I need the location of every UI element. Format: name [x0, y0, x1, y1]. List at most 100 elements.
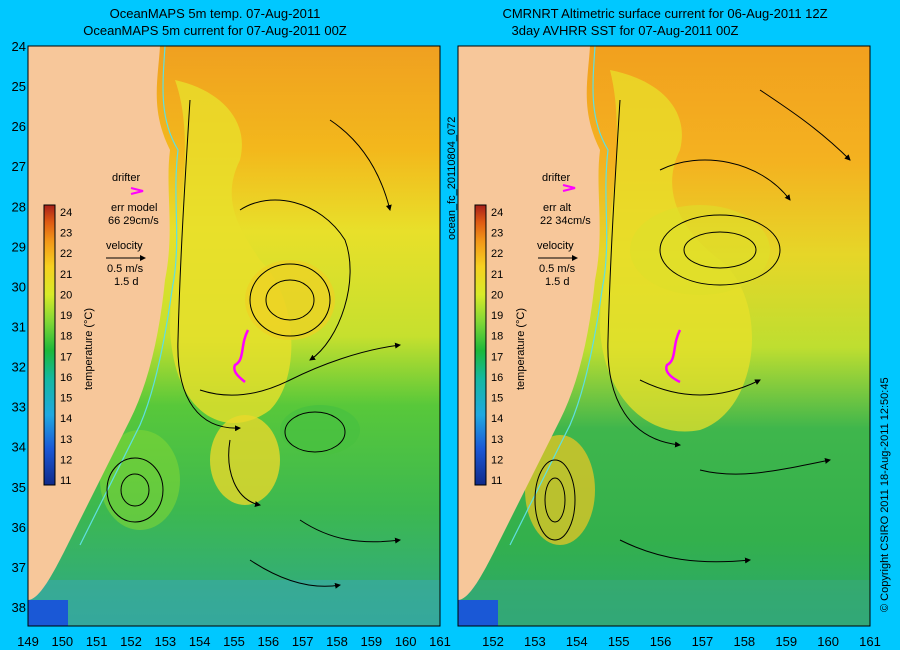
left-err-label: err model	[111, 202, 157, 214]
left-velocity-label: velocity	[106, 240, 143, 252]
cbar-tick-20: 20	[60, 289, 72, 301]
cbar-tick-24: 24	[491, 207, 503, 219]
left-colorbar-ticks: 24 23 22 21 20 19 18 17 16 15 14 13 12 11	[60, 207, 72, 487]
lon-tick-right-154: 154	[566, 634, 588, 649]
lat-tick-25: 25	[12, 79, 26, 94]
lon-tick-left-156: 156	[257, 634, 279, 649]
lat-tick-34: 34	[12, 440, 26, 455]
right-colorbar-ticks: 24 23 22 21 20 19 18 17 16 15 14 13 12 11	[491, 207, 503, 487]
right-drifter-label: drifter	[542, 172, 570, 184]
right-drifter-track	[665, 329, 682, 384]
lon-tick-right-153: 153	[524, 634, 546, 649]
lon-tick-right-155: 155	[608, 634, 630, 649]
cbar-tick-13: 13	[60, 434, 72, 446]
left-map	[28, 46, 440, 626]
lon-tick-left-150: 150	[51, 634, 73, 649]
cbar-tick-16: 16	[60, 372, 72, 384]
left-velocity-scale: 0.5 m/s	[107, 263, 144, 275]
cbar-tick-19: 19	[60, 310, 72, 322]
left-drifter-symbol	[130, 187, 144, 195]
cbar-tick-12: 12	[60, 454, 72, 466]
cbar-tick-20: 20	[491, 289, 503, 301]
cbar-tick-13: 13	[491, 434, 503, 446]
cbar-tick-23: 23	[491, 228, 503, 240]
lon-tick-right-156: 156	[650, 634, 672, 649]
left-err-value: 66 29cm/s	[108, 215, 159, 227]
lon-tick-right-158: 158	[733, 634, 755, 649]
lon-tick-left-153: 153	[154, 634, 176, 649]
right-colorbar-label: temperature (°C)	[515, 308, 527, 390]
lon-tick-right-161: 161	[859, 634, 881, 649]
cbar-tick-22: 22	[60, 248, 72, 260]
right-lon-axis: 152 153 154 155 156 157 158 159 160 161	[482, 634, 881, 649]
left-colorbar-label: temperature (°C)	[83, 308, 95, 390]
lat-tick-26: 26	[12, 119, 26, 134]
cbar-tick-15: 15	[491, 393, 503, 405]
right-colorbar	[474, 204, 487, 486]
right-velocity-label: velocity	[537, 240, 574, 252]
left-land	[28, 46, 170, 600]
lat-tick-28: 28	[12, 199, 26, 214]
lon-tick-left-160: 160	[395, 634, 417, 649]
lon-tick-left-152: 152	[120, 634, 142, 649]
cbar-tick-11: 11	[491, 475, 502, 487]
cbar-tick-22: 22	[491, 248, 503, 260]
lon-tick-left-158: 158	[326, 634, 348, 649]
cbar-tick-24: 24	[60, 207, 72, 219]
cbar-tick-17: 17	[60, 351, 72, 363]
cbar-tick-19: 19	[491, 310, 503, 322]
cbar-tick-18: 18	[60, 331, 72, 343]
left-velocity-time: 1.5 d	[114, 276, 138, 288]
cbar-tick-14: 14	[491, 413, 503, 425]
left-lon-axis: 149 150 151 152 153 154 155 156 157 158 159 160 161	[17, 634, 451, 649]
lat-tick-38: 38	[12, 600, 26, 615]
right-velocity-time: 1.5 d	[545, 276, 569, 288]
copyright-label: © Copyright CSIRO 2011 18-Aug-2011 12:50…	[879, 377, 891, 612]
left-lat-axis: 24 25 26 27 28 29 30 31 32 33 34 35 36 37 38	[12, 39, 26, 615]
lat-tick-30: 30	[12, 279, 26, 294]
lat-tick-24: 24	[12, 39, 26, 54]
lat-tick-35: 35	[12, 480, 26, 495]
lat-tick-33: 33	[12, 400, 26, 415]
left-title-line2: OceanMAPS 5m current for 07-Aug-2011 00Z	[83, 23, 347, 38]
right-title-line1: CMRNRT Altimetric surface current for 06…	[502, 6, 827, 21]
cbar-tick-15: 15	[60, 393, 72, 405]
cbar-tick-16: 16	[491, 372, 503, 384]
cbar-tick-12: 12	[491, 454, 503, 466]
left-drifter-track	[233, 329, 250, 383]
lon-tick-left-157: 157	[292, 634, 314, 649]
lon-tick-right-159: 159	[775, 634, 797, 649]
lat-tick-37: 37	[12, 560, 26, 575]
lon-tick-left-159: 159	[360, 634, 382, 649]
lon-tick-left-161: 161	[429, 634, 451, 649]
cbar-tick-21: 21	[60, 269, 72, 281]
cbar-tick-18: 18	[491, 331, 503, 343]
left-drifter-label: drifter	[112, 172, 140, 184]
lat-tick-32: 32	[12, 360, 26, 375]
lat-tick-36: 36	[12, 520, 26, 535]
left-streamlines	[106, 99, 401, 589]
cbar-tick-23: 23	[60, 228, 72, 240]
lat-tick-29: 29	[12, 239, 26, 254]
right-streamlines	[534, 89, 851, 564]
cbar-tick-14: 14	[60, 413, 72, 425]
right-title-line2: 3day AVHRR SST for 07-Aug-2011 00Z	[512, 23, 739, 38]
left-colorbar	[43, 204, 56, 486]
right-err-value: 22 34cm/s	[540, 215, 591, 227]
lon-tick-right-152: 152	[482, 634, 504, 649]
lon-tick-left-154: 154	[189, 634, 211, 649]
lon-tick-left-149: 149	[17, 634, 39, 649]
left-title-line1: OceanMAPS 5m temp. 07-Aug-2011	[110, 6, 321, 21]
lon-tick-right-160: 160	[817, 634, 839, 649]
lon-tick-right-157: 157	[692, 634, 714, 649]
lat-tick-31: 31	[12, 320, 26, 335]
lon-tick-left-151: 151	[86, 634, 108, 649]
right-err-label: err alt	[543, 202, 571, 214]
lat-tick-27: 27	[12, 159, 26, 174]
right-velocity-scale: 0.5 m/s	[539, 263, 576, 275]
cbar-tick-17: 17	[491, 351, 503, 363]
cbar-tick-11: 11	[60, 475, 71, 487]
cbar-tick-21: 21	[491, 269, 503, 281]
model-run-label: ocean_fc_20110804_072	[446, 117, 458, 240]
